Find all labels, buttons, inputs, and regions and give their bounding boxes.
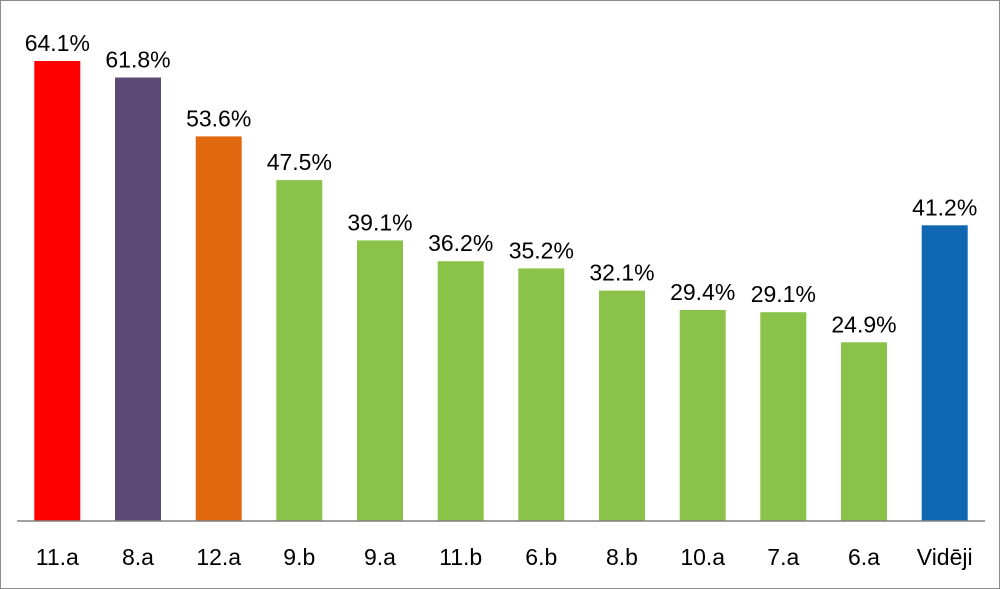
bar-9.b — [276, 180, 323, 521]
value-label-12.a: 53.6% — [186, 105, 251, 131]
value-label-11.b: 36.2% — [428, 230, 493, 256]
bar-6.b — [518, 268, 565, 521]
bar-8.a — [115, 77, 161, 521]
x-tick-label-10.a: 10.a — [680, 544, 725, 570]
bar-10.a — [679, 310, 726, 521]
bar-6.a — [841, 342, 887, 521]
bar-9.a — [357, 240, 403, 521]
bar-11.a — [34, 61, 81, 521]
x-tick-label-Vidēji: Vidēji — [917, 544, 973, 570]
value-label-8.b: 32.1% — [589, 260, 654, 286]
x-tick-label-6.a: 6.a — [848, 544, 880, 570]
value-label-6.b: 35.2% — [509, 237, 574, 263]
value-label-9.b: 47.5% — [267, 149, 332, 175]
value-label-9.a: 39.1% — [347, 209, 412, 235]
value-label-6.a: 24.9% — [831, 311, 896, 337]
value-labels-group: 64.1% 61.8% 53.6% 47.5% 39.1% 36.2% 35.2% 32.1%… — [25, 30, 978, 337]
tick-labels-group: 11.a 8.a 12.a 9.b 9.a 11.b 6.b 8.b 10.a 7.a 6.a Vid… — [36, 544, 973, 570]
value-label-11.a: 64.1% — [25, 30, 90, 56]
x-tick-label-6.b: 6.b — [525, 544, 557, 570]
x-tick-label-11.a: 11.a — [36, 544, 79, 570]
x-tick-label-7.a: 7.a — [767, 544, 799, 570]
x-tick-label-8.b: 8.b — [606, 544, 638, 570]
value-label-Vidēji: 41.2% — [912, 194, 977, 220]
value-label-8.a: 61.8% — [105, 47, 170, 73]
value-label-10.a: 29.4% — [670, 279, 735, 305]
x-tick-label-12.a: 12.a — [196, 544, 241, 570]
value-label-7.a: 29.1% — [751, 281, 816, 307]
bar-7.a — [760, 312, 807, 521]
x-tick-label-11.b: 11.b — [439, 544, 482, 570]
bar-11.b — [437, 261, 484, 521]
x-tick-label-8.a: 8.a — [122, 544, 154, 570]
bars-group — [34, 61, 968, 522]
x-tick-label-9.a: 9.a — [364, 544, 396, 570]
bar-Vidēji — [921, 225, 968, 522]
bar-12.a — [195, 136, 242, 521]
bar-8.b — [599, 290, 645, 521]
x-tick-label-9.b: 9.b — [283, 544, 315, 570]
